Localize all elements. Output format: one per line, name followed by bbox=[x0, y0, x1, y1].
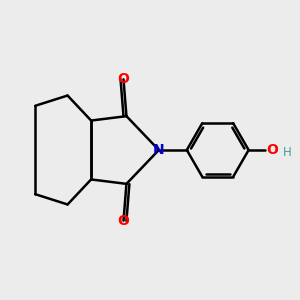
Text: O: O bbox=[118, 214, 129, 228]
Text: O: O bbox=[118, 72, 129, 86]
Text: N: N bbox=[153, 143, 165, 157]
Text: H: H bbox=[283, 146, 292, 159]
Text: O: O bbox=[266, 143, 278, 157]
